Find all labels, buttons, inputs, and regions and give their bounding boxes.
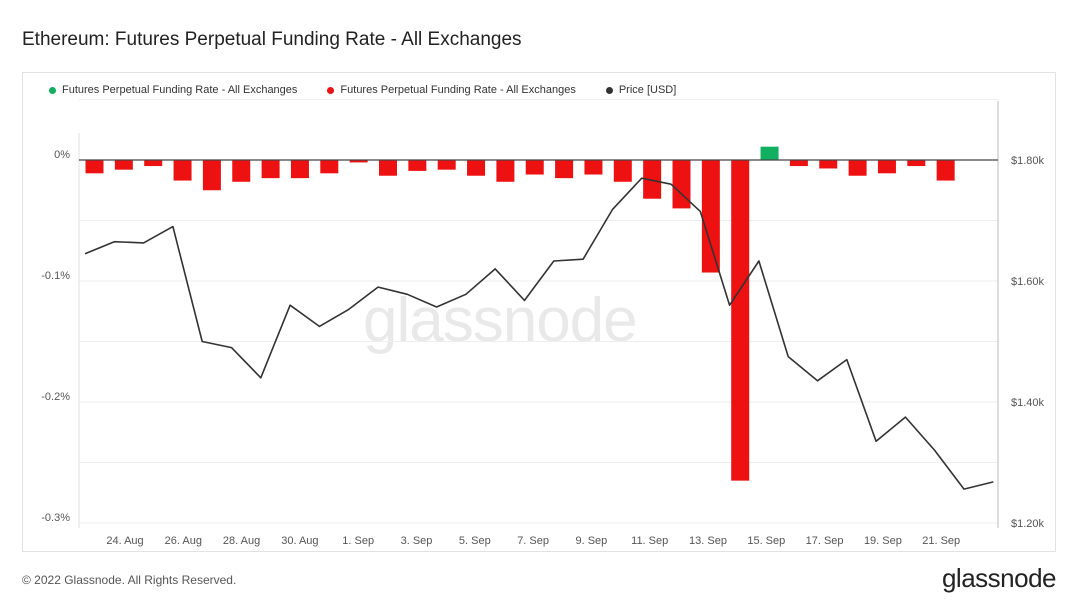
funding-bar (525, 160, 544, 175)
x-tick-label: 30. Aug (281, 535, 318, 547)
funding-bar (85, 160, 104, 174)
legend-item[interactable]: Futures Perpetual Funding Rate - All Exc… (327, 84, 576, 96)
chart-svg: glassnode 0% -0.1% -0.2% -0.3% $1.80k $1.60k $… (41, 99, 1045, 547)
funding-bar (877, 160, 896, 174)
legend-label: Futures Perpetual Funding Rate - All Exc… (62, 84, 298, 96)
y-right-tick-label: $1.20k (1011, 518, 1045, 530)
funding-bar (701, 160, 720, 273)
x-tick-label: 28. Aug (223, 535, 260, 547)
funding-bar (349, 160, 368, 163)
y-left-tick-label: -0.3% (41, 512, 70, 524)
funding-bar (320, 160, 339, 174)
x-tick-label: 5. Sep (459, 535, 491, 547)
funding-bar (555, 160, 574, 179)
copyright-text: © 2022 Glassnode. All Rights Reserved. (22, 573, 237, 587)
funding-bar (760, 146, 779, 160)
x-tick-label: 17. Sep (806, 535, 844, 547)
funding-bar (379, 160, 397, 176)
funding-bar (907, 160, 926, 167)
x-tick-label: 13. Sep (689, 535, 727, 547)
x-tick-label: 7. Sep (517, 535, 549, 547)
funding-bar (848, 160, 867, 176)
x-tick-label: 1. Sep (342, 535, 374, 547)
y-left-tick-label: -0.1% (41, 270, 70, 282)
x-tick-label: 3. Sep (401, 535, 433, 547)
legend-dot-icon (49, 86, 56, 94)
page-title: Ethereum: Futures Perpetual Funding Rate… (22, 29, 522, 50)
price-series-line (84, 177, 994, 490)
funding-bar (819, 160, 838, 169)
legend-label: Futures Perpetual Funding Rate - All Exc… (340, 84, 576, 96)
funding-bar (467, 160, 486, 176)
x-tick-label: 9. Sep (575, 535, 607, 547)
legend-dot-icon (327, 86, 335, 94)
watermark: glassnode (363, 286, 637, 355)
funding-bar (789, 160, 808, 167)
y-right-tick-label: $1.40k (1011, 397, 1045, 409)
funding-bar (672, 160, 691, 209)
legend-dot-icon (605, 86, 613, 94)
chart-legend: Futures Perpetual Funding Rate - All Exc… (49, 84, 676, 96)
y-left-tick-label: -0.2% (41, 391, 70, 403)
x-tick-label: 11. Sep (631, 535, 668, 547)
funding-bar (408, 160, 427, 171)
funding-bar (936, 160, 955, 181)
y-left-tick-label: 0% (54, 149, 70, 161)
x-tick-label: 19. Sep (864, 535, 902, 547)
funding-bar (496, 160, 515, 182)
glassnode-logo: glassnode (941, 563, 1057, 593)
x-tick-label: 24. Aug (106, 535, 143, 547)
x-tick-label: 15. Sep (747, 535, 785, 547)
funding-bar (437, 160, 456, 170)
funding-bar (144, 160, 163, 167)
funding-bar (731, 160, 750, 481)
legend-item[interactable]: Futures Perpetual Funding Rate - All Exc… (49, 84, 297, 96)
legend-item[interactable]: Price [USD] (605, 84, 677, 96)
funding-bar (261, 160, 280, 179)
funding-bar (114, 160, 133, 170)
y-right-tick-label: $1.60k (1011, 276, 1045, 288)
x-tick-label: 21. Sep (922, 535, 960, 547)
funding-bar (202, 160, 221, 191)
funding-bar (173, 160, 192, 181)
legend-label: Price [USD] (618, 84, 677, 96)
y-right-tick-label: $1.80k (1011, 155, 1045, 167)
funding-bar (584, 160, 603, 175)
funding-bar (290, 160, 309, 179)
x-tick-label: 26. Aug (165, 535, 202, 547)
funding-bar (232, 160, 251, 182)
chart-panel: glassnode 0% -0.1% -0.2% -0.3% $1.80k $1.60k $… (22, 72, 1056, 552)
funding-bar (613, 160, 632, 182)
funding-bar (643, 160, 662, 199)
